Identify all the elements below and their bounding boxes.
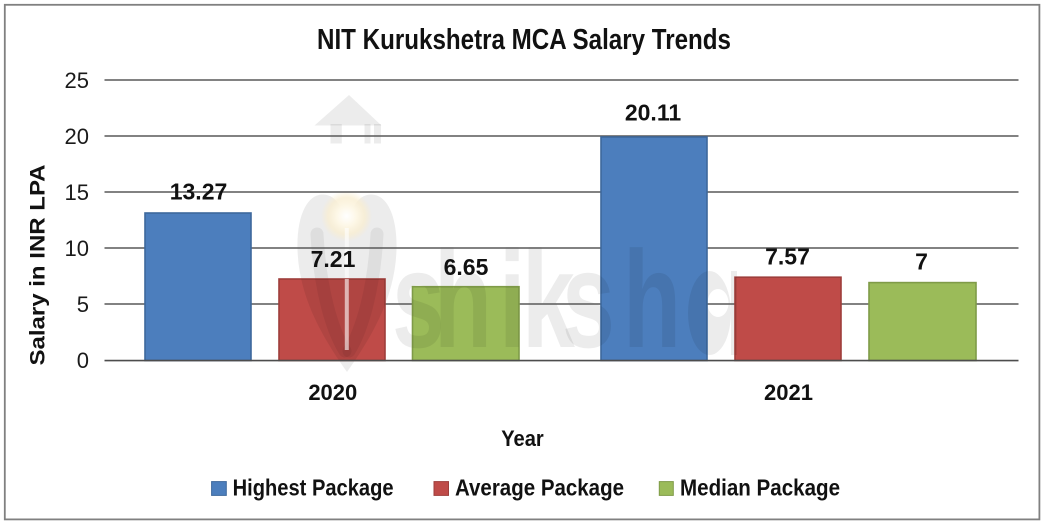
svg-text:NIT Kurukshetra MCA Salary Tre: NIT Kurukshetra MCA Salary Trends bbox=[317, 24, 731, 56]
svg-text:6.65: 6.65 bbox=[444, 254, 489, 280]
svg-text:0: 0 bbox=[77, 348, 89, 373]
svg-text:10: 10 bbox=[65, 236, 89, 261]
svg-text:7: 7 bbox=[915, 249, 928, 275]
svg-text:Salary in INR LPA: Salary in INR LPA bbox=[27, 165, 50, 366]
svg-text:Year: Year bbox=[501, 426, 544, 451]
svg-text:Highest Package: Highest Package bbox=[233, 474, 394, 500]
svg-text:15: 15 bbox=[65, 180, 89, 205]
svg-text:5: 5 bbox=[77, 292, 89, 317]
svg-text:Average Package: Average Package bbox=[455, 474, 624, 500]
svg-text:7.57: 7.57 bbox=[765, 244, 810, 270]
svg-text:25: 25 bbox=[65, 68, 89, 93]
svg-text:13.27: 13.27 bbox=[170, 179, 228, 205]
svg-text:2021: 2021 bbox=[764, 380, 813, 405]
svg-text:2020: 2020 bbox=[308, 380, 357, 405]
svg-text:Median Package: Median Package bbox=[680, 474, 840, 500]
svg-text:7.21: 7.21 bbox=[311, 246, 356, 272]
svg-text:20.11: 20.11 bbox=[625, 100, 681, 126]
svg-text:20: 20 bbox=[65, 124, 89, 149]
